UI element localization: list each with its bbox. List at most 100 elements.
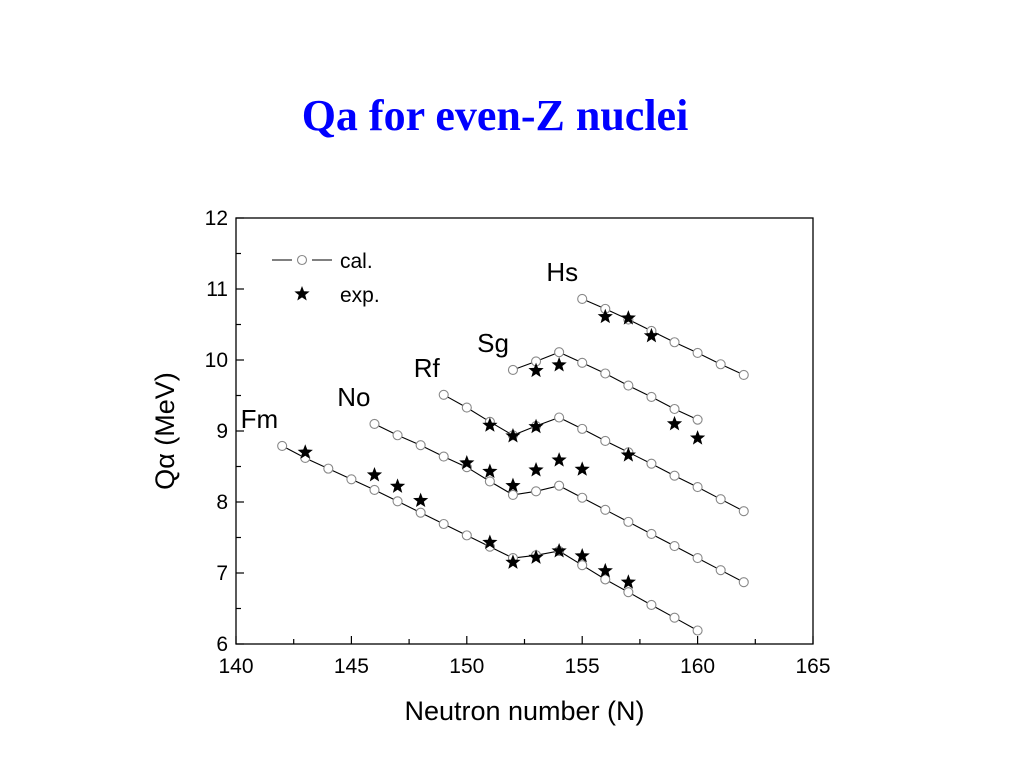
series-hs-calc-point: [738, 369, 749, 380]
series-rf-calc-point: [669, 470, 680, 481]
series-no-exp-point: [482, 463, 498, 478]
series-fm-calc-point: [623, 587, 634, 598]
y-tick-label: 8: [216, 491, 228, 514]
series-sg-calc-point: [646, 391, 657, 402]
series-no-exp-point: [574, 461, 590, 476]
series-hs-calc-point: [715, 359, 726, 370]
legend-exp-label: exp.: [340, 284, 380, 307]
series-rf-calc-point: [600, 435, 611, 446]
y-tick-label: 7: [216, 562, 228, 585]
series-rf-calc-point: [715, 494, 726, 505]
series-rf-calc-point: [461, 402, 472, 413]
x-tick-label: 150: [449, 655, 484, 678]
series-no-calc-point: [530, 486, 542, 497]
series-fm-label: Fm: [241, 404, 279, 434]
series-sg-exp-point: [689, 430, 706, 445]
series-fm-exp-point: [620, 574, 636, 589]
series-rf-calc-line: [443, 394, 745, 512]
series-sg-calc-point: [577, 357, 588, 368]
series-no-calc-point: [646, 528, 657, 540]
legend-cal-label: cal.: [340, 250, 373, 273]
series-hs-exp-point: [597, 308, 613, 324]
series-no-calc-point: [600, 504, 611, 515]
series-rf-calc-point: [692, 482, 703, 493]
series-no-calc-point: [415, 440, 426, 451]
series-no-exp-point: [551, 452, 567, 467]
y-tick-label: 11: [206, 278, 228, 301]
series-no-exp-point: [459, 454, 475, 470]
series-no-calc-point: [669, 540, 680, 552]
series-rf-calc-point: [577, 423, 588, 434]
series-no-exp-point: [413, 492, 429, 508]
x-tick-label: 140: [218, 655, 253, 678]
series-hs-calc-point: [577, 293, 588, 304]
series-hs: Hs: [546, 257, 749, 380]
series-fm-exp-point: [505, 554, 521, 569]
series-fm-calc-point: [600, 574, 611, 585]
series-sg-calc-point: [554, 347, 565, 358]
series-fm-exp-point: [482, 534, 498, 549]
series-no-calc-line: [374, 423, 745, 583]
y-axis-label: Qα (MeV): [150, 372, 180, 490]
series-sg-calc-point: [692, 414, 703, 425]
series-sg-label: Sg: [477, 328, 509, 358]
series-fm-exp-point: [574, 547, 590, 563]
series-rf: Rf: [414, 353, 749, 517]
series-sg-exp-point: [528, 362, 544, 378]
series-no-calc-point: [623, 516, 634, 527]
y-axis-ticks: 6 7 8 9 10 11 12: [205, 207, 244, 656]
x-axis-ticks: 140 145 150 155 160 165: [218, 636, 831, 678]
series-no-calc-point: [507, 489, 519, 500]
y-tick-label: 10: [205, 349, 228, 372]
series-layer: Fm No Rf Sg Hs: [241, 257, 749, 636]
series-no-exp-point: [528, 462, 544, 477]
series-fm-exp-point: [597, 562, 613, 578]
series-rf-calc-point: [438, 389, 449, 400]
y-tick-label: 9: [216, 420, 228, 443]
series-hs-calc-point: [669, 337, 680, 348]
series-rf-exp-point: [482, 417, 498, 432]
series-rf-calc-point: [554, 412, 565, 423]
series-hs-label: Hs: [546, 257, 578, 287]
series-fm-calc-point: [415, 507, 426, 518]
series-fm-calc-point: [438, 518, 449, 530]
series-fm: Fm: [241, 404, 703, 636]
series-no-calc-point: [577, 492, 588, 503]
x-tick-label: 145: [334, 655, 369, 678]
series-sg-calc-point: [669, 403, 680, 415]
series-hs-calc-point: [692, 347, 703, 358]
series-no-calc-point: [738, 577, 749, 588]
series-rf-calc-point: [738, 506, 749, 517]
series-fm-calc-point: [369, 484, 380, 495]
series-fm-calc-point: [692, 625, 703, 636]
series-fm-calc-point: [577, 560, 588, 571]
series-no-calc-point: [438, 451, 449, 462]
series-sg: Sg: [477, 328, 706, 445]
series-no-calc-point: [392, 430, 403, 441]
series-fm-calc-point: [461, 530, 472, 541]
series-sg-calc-point: [600, 368, 611, 379]
series-no-calc-point: [692, 553, 703, 564]
slide-title: Qa for even-Z nuclei: [301, 91, 689, 140]
series-rf-exp-point: [505, 427, 521, 443]
series-no-calc-point: [554, 480, 565, 491]
series-fm-exp-point: [297, 444, 313, 459]
x-axis-label: Neutron number (N): [404, 696, 644, 726]
series-sg-calc-point: [507, 364, 519, 375]
series-no: No: [337, 382, 749, 588]
x-tick-label: 155: [565, 655, 600, 678]
series-fm-calc-point: [346, 474, 357, 485]
series-rf-label: Rf: [414, 353, 441, 383]
series-fm-calc-point: [323, 463, 334, 474]
legend-cal-marker: [296, 254, 308, 266]
series-no-label: No: [337, 382, 370, 412]
series-no-exp-point: [366, 467, 383, 482]
y-tick-label: 12: [205, 207, 228, 230]
series-hs-exp-point: [620, 310, 636, 325]
legend-exp-marker: [294, 286, 310, 301]
series-no-calc-point: [715, 565, 726, 576]
series-sg-exp-point: [551, 356, 567, 372]
series-fm-calc-point: [669, 612, 680, 623]
series-rf-exp-point: [528, 418, 544, 434]
